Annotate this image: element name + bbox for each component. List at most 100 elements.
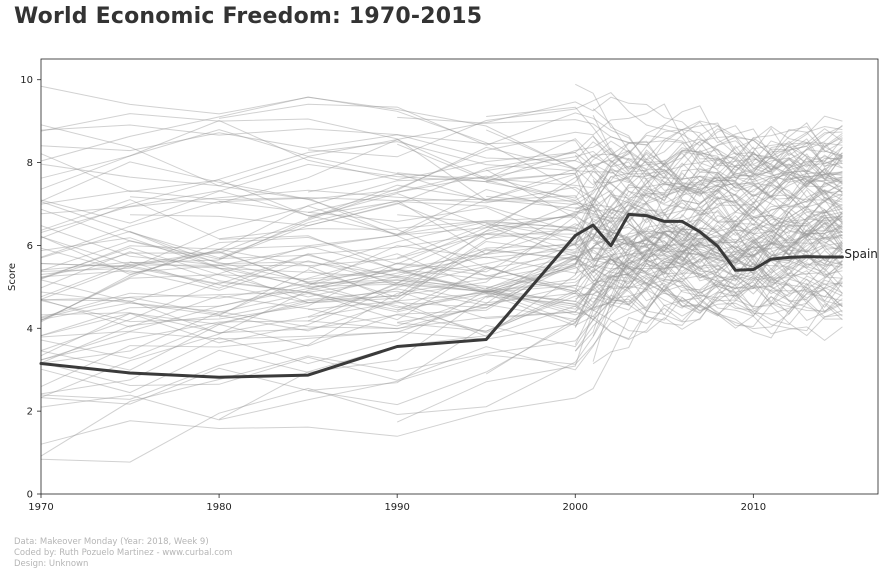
country-line: [40, 198, 843, 279]
country-line: [40, 132, 843, 219]
country-line: [40, 268, 843, 334]
country-line: [486, 106, 843, 189]
country-line: [486, 179, 843, 250]
country-line: [40, 179, 843, 318]
country-line: [40, 138, 843, 322]
country-line: [592, 163, 843, 247]
country-line: [40, 124, 843, 229]
country-line: [592, 181, 843, 362]
country-line: [308, 200, 843, 318]
country-line: [486, 222, 843, 282]
country-line: [40, 217, 843, 313]
country-line: [592, 114, 843, 228]
country-line: [40, 113, 843, 314]
country-line: [40, 205, 843, 313]
country-line: [40, 141, 843, 303]
country-line: [219, 284, 843, 341]
country-line: [40, 159, 843, 280]
country-line: [40, 96, 843, 179]
country-line: [40, 199, 843, 329]
country-line: [308, 138, 843, 193]
country-line: [40, 278, 843, 364]
country-line: [308, 189, 843, 406]
country-line: [397, 246, 843, 332]
country-line: [40, 245, 843, 445]
country-line: [574, 214, 843, 345]
country-line: [40, 145, 843, 364]
country-line: [307, 243, 843, 311]
country-line: [485, 211, 843, 375]
country-line: [40, 218, 843, 394]
country-line: [592, 178, 843, 309]
country-line: [397, 125, 843, 240]
country-line: [218, 132, 843, 420]
country-line: [40, 175, 843, 323]
country-line: [40, 274, 843, 405]
country-line: [40, 215, 843, 291]
country-line: [574, 229, 843, 290]
country-line: [486, 115, 843, 206]
country-line: [40, 276, 843, 387]
country-line: [308, 163, 843, 310]
country-line: [40, 173, 843, 279]
country-line: [592, 125, 843, 239]
country-line: [40, 213, 843, 338]
country-line: [40, 249, 843, 309]
country-line: [486, 223, 843, 307]
country-line: [397, 197, 843, 323]
country-line: [40, 129, 843, 400]
country-line: [40, 239, 843, 319]
spain-series-label: Spain: [844, 247, 878, 261]
credits-data-source: Data: Makeover Monday (Year: 2018, Week …: [14, 537, 209, 547]
country-line: [396, 157, 843, 312]
country-line: [40, 124, 843, 323]
y-tick-label: 6: [27, 241, 33, 252]
country-line: [308, 91, 843, 158]
country-line: [40, 238, 843, 315]
y-tick-label: 10: [20, 75, 33, 86]
country-line: [592, 136, 843, 197]
x-tick-label: 2010: [741, 502, 766, 513]
x-tick-label: 2000: [563, 502, 588, 513]
country-line: [575, 83, 843, 200]
plot-frame: [40, 58, 879, 495]
country-line: [593, 125, 843, 184]
country-line: [40, 124, 843, 270]
country-line: [40, 200, 843, 276]
country-line: [40, 186, 843, 299]
x-tick-label: 1990: [384, 502, 409, 513]
country-line: [574, 176, 843, 264]
country-line: [485, 169, 843, 337]
country-line: [486, 170, 843, 299]
country-line: [592, 234, 843, 291]
x-tick-label: 1980: [206, 502, 231, 513]
country-line: [40, 137, 843, 239]
country-line: [40, 182, 843, 398]
country-line: [219, 129, 843, 278]
country-line: [40, 180, 843, 361]
country-line: [486, 142, 843, 199]
y-axis: 0 2 4 6 8 10: [20, 75, 41, 501]
country-line: [40, 122, 843, 371]
country-line: [307, 192, 843, 275]
country-line: [40, 236, 843, 340]
country-line: [574, 215, 843, 352]
country-line: [574, 157, 843, 328]
country-line: [592, 108, 843, 235]
country-line: [575, 221, 843, 300]
country-line: [40, 205, 843, 352]
credits-coder: Coded by: Ruth Pozuelo Martinez - www.cu…: [14, 548, 233, 558]
country-line: [307, 131, 843, 213]
country-line: [40, 208, 843, 388]
country-line: [40, 202, 843, 339]
country-line: [40, 190, 843, 320]
country-line: [40, 191, 843, 300]
country-line: [40, 125, 843, 272]
country-line: [574, 154, 843, 272]
country-line: [129, 223, 843, 293]
country-line: [575, 221, 843, 274]
country-line: [486, 254, 843, 315]
country-line: [40, 259, 843, 328]
country-line: [40, 156, 843, 247]
country-line: [40, 246, 843, 463]
